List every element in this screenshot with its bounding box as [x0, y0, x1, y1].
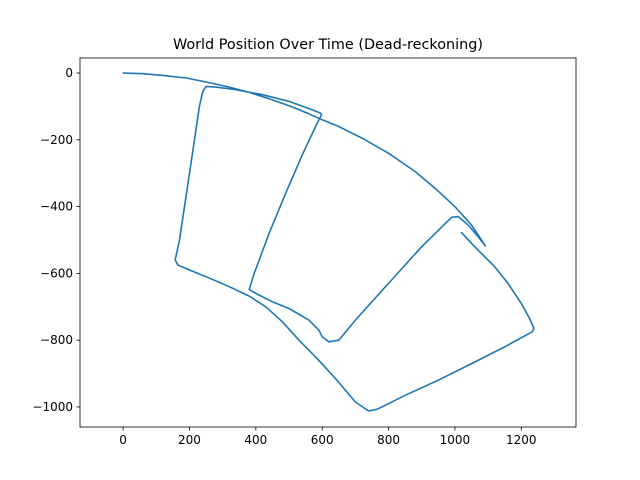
series-layer — [122, 72, 535, 412]
axes-frame — [79, 57, 577, 428]
y-tick-label: −600 — [40, 266, 73, 280]
x-tick-label: 400 — [244, 433, 267, 447]
series-line-0 — [122, 72, 535, 412]
y-tick-label: −200 — [40, 133, 73, 147]
x-tick-label: 800 — [377, 433, 400, 447]
y-tick-label: 0 — [65, 66, 73, 80]
chart-title: World Position Over Time (Dead-reckoning… — [173, 37, 483, 53]
y-tick-label: −800 — [40, 333, 73, 347]
x-tick-label: 1000 — [440, 433, 471, 447]
ticks-layer: 0 200 400 600 800 1000 1200 0 −200 −400 −600 −800 −1… — [32, 66, 536, 447]
y-tick-label: −1000 — [32, 400, 73, 414]
x-tick-label: 1200 — [506, 433, 537, 447]
x-tick-label: 600 — [311, 433, 334, 447]
plot-area: 0 200 400 600 800 1000 1200 0 −200 −400 −600 −800 −1… — [32, 57, 577, 447]
y-tick-label: −400 — [40, 200, 73, 214]
x-tick-label: 0 — [119, 433, 127, 447]
x-tick-label: 200 — [178, 433, 201, 447]
